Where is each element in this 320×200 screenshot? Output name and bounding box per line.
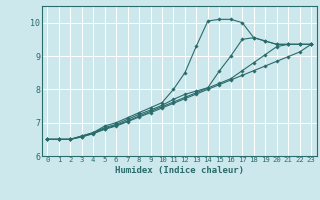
X-axis label: Humidex (Indice chaleur): Humidex (Indice chaleur) [115, 166, 244, 175]
